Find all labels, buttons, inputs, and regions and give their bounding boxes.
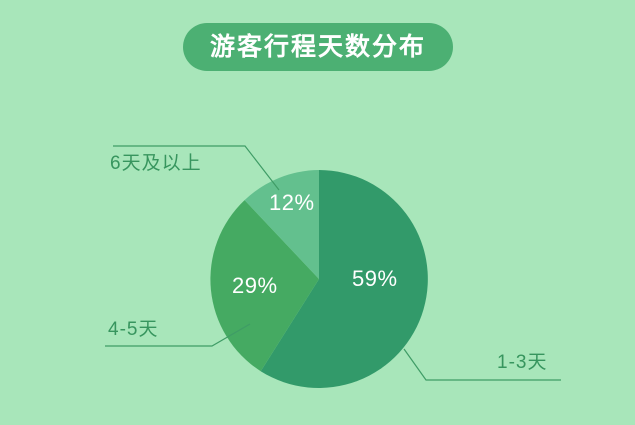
leader-line-4-5 bbox=[105, 323, 251, 347]
chart-title-badge: 游客行程天数分布 bbox=[183, 23, 453, 71]
pie-slice-6plus[interactable] bbox=[244, 170, 319, 279]
slice-value-1-3: 59% bbox=[352, 266, 398, 291]
slice-value-4-5: 29% bbox=[232, 273, 278, 298]
category-label-1-3: 1-3天 bbox=[497, 352, 548, 373]
category-label-4-5: 4-5天 bbox=[108, 319, 159, 340]
leader-line-1-3 bbox=[403, 348, 561, 381]
pie-slice-4-5[interactable] bbox=[210, 200, 319, 372]
slice-value-6plus: 12% bbox=[269, 190, 315, 215]
leader-line-6plus bbox=[113, 145, 280, 191]
page-title: 游客行程天数分布 bbox=[209, 32, 426, 61]
pie-slice-1-3[interactable] bbox=[260, 170, 428, 388]
category-label-6plus: 6天及以上 bbox=[110, 153, 202, 174]
